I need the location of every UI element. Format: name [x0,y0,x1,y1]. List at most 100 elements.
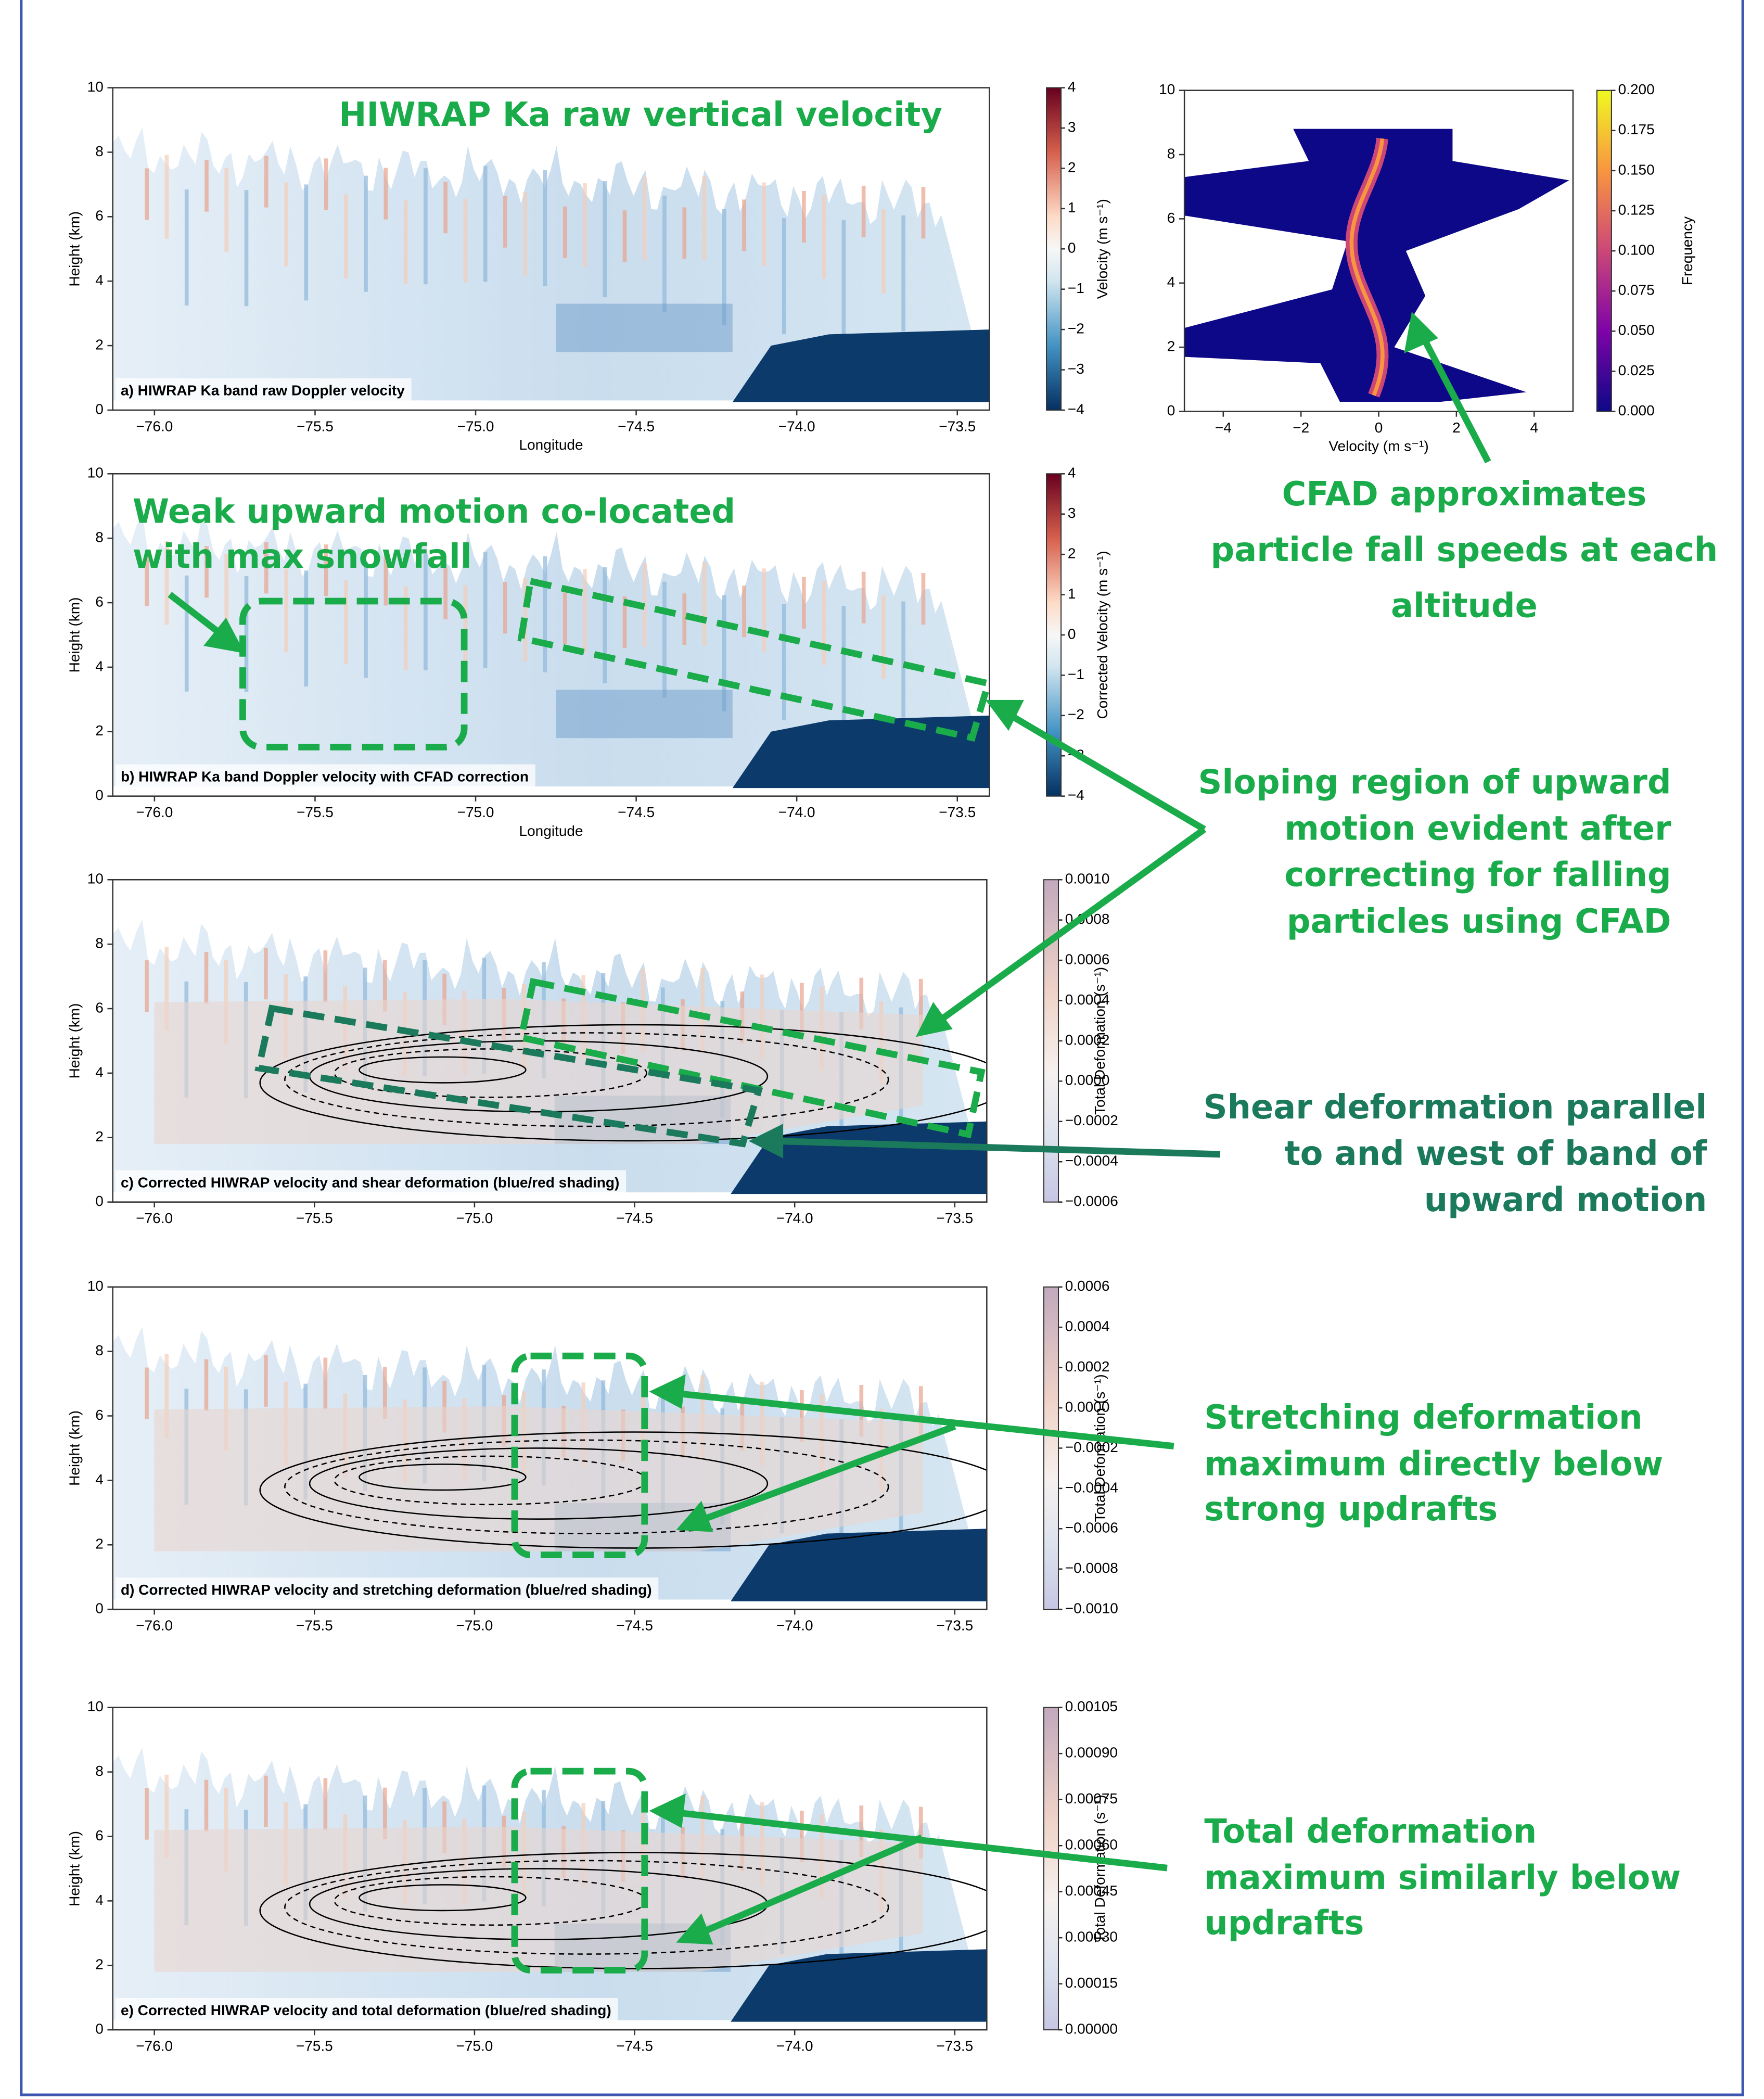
arrow [774,1138,1221,1158]
colorbar-tick-label: −1 [1068,666,1084,682]
x-tick-label: −74.0 [776,2038,813,2054]
echo-streak [822,580,826,665]
plot-area [1184,129,1569,402]
axes-frame [112,879,988,1203]
x-tick-label: −75.0 [456,2038,493,2054]
echo-streak [204,160,209,212]
y-tick-label: 0 [95,2021,104,2037]
echo-streak [881,209,886,294]
echo-streak [918,1386,923,1438]
echo-streak [642,176,647,261]
echo-streak [841,220,846,336]
x-tick-label: −73.5 [939,418,976,434]
colorbar-tick-label: −0.0004 [1065,1153,1118,1169]
panel-label-bg [115,378,412,404]
echo-streak [382,960,387,1012]
x-tick-label: −75.0 [457,418,494,434]
dashed-box [239,597,468,750]
echo-streak [782,218,786,335]
colorbar-tick-label: 2 [1068,545,1076,562]
x-tick-label: −73.5 [939,804,976,820]
echo-streak [324,544,328,596]
y-tick-label: 4 [95,1892,104,1908]
echo-streak [224,554,229,638]
x-tick-label: −75.5 [296,1618,333,1634]
echo-streak [424,554,428,670]
annotation: with max snowfall [133,538,472,576]
colorbar-tick-label: 0.00045 [1065,1882,1118,1899]
annotation: Stretching deformation [1204,1398,1642,1437]
surface-echo [732,715,990,788]
x-tick-label: −75.5 [296,2038,333,2054]
x-tick-label: −75.5 [297,804,334,820]
echo-streak [722,595,726,711]
contour [284,1032,889,1127]
x-tick-label: −74.0 [776,1618,813,1634]
plot-area [112,919,987,1194]
annotation: upward motion [1424,1181,1707,1219]
callouts [168,311,1491,1974]
colorbar-tick-label: −2 [1068,321,1084,337]
colorbar-tick-label: −0.0010 [1065,1600,1118,1617]
echo-streak [164,1774,169,1859]
panel-label: d) Corrected HIWRAP velocity and stretch… [121,1582,652,1598]
arrow-head [203,617,245,654]
echo-streak [901,601,906,718]
echo-streak [463,199,468,283]
x-tick-label: −2 [1293,419,1309,436]
arrows [168,311,1491,1945]
colorbar-tick-label: −0.0002 [1065,1112,1118,1128]
colorbar-tick-label: 0.100 [1618,241,1655,258]
echo-streak [603,181,607,298]
echo-streak [145,960,149,1012]
y-tick-label: 2 [1167,338,1175,354]
plot-area [112,1747,987,2022]
colorbar-tick-label: 0.125 [1618,201,1655,218]
axes-frame [112,1707,988,2031]
colorbar-tick-label: 0.175 [1618,121,1655,137]
echo-streak [244,576,249,692]
echo-streak [483,552,488,668]
x-tick-label: −74.5 [618,804,655,820]
colorbar [1043,1286,1059,1610]
y-tick-label: 8 [95,1342,104,1358]
echo-streak [463,584,468,669]
colorbar-tick-label: 1 [1068,586,1076,602]
panel-label: c) Corrected HIWRAP velocity and shear d… [121,1174,619,1190]
echo-streak [881,595,886,680]
echo-streak [184,189,189,306]
y-tick-label: 2 [95,1956,104,1973]
plot-area [112,1327,987,1601]
y-tick-label: 8 [95,935,104,951]
colorbar-tick-label: −3 [1068,361,1084,377]
colorbar-tick-label: 0.0006 [1065,1278,1110,1294]
dashed-box [254,1004,763,1148]
y-tick-label: 6 [95,1407,104,1423]
contour [284,1860,889,1955]
surface-echo [731,1949,987,2022]
x-tick-label: −76.0 [136,1210,173,1226]
x-tick-label: −76.0 [136,1618,173,1634]
echo-streak [722,209,726,325]
arrow-head [748,1124,784,1159]
x-tick-label: −73.5 [936,1618,973,1634]
colorbar-tick-label: 4 [1068,79,1076,95]
echo-streak [859,977,864,1029]
echo-streak [503,196,507,248]
echo-streak [323,1778,328,1830]
echo-streak [543,556,547,672]
panel-label-bg [115,764,535,790]
arrow-head [915,1002,953,1037]
arrow-head [985,699,1024,731]
echo-streak [563,592,567,644]
panel-label-bg [115,1170,627,1195]
x-tick-label: −75.5 [296,1210,333,1226]
colorbar-tick-label: 0.0000 [1065,1398,1110,1415]
echo-streak [324,158,328,210]
x-axis-label: Longitude [519,437,583,453]
echo-streak [742,199,746,251]
y-axis-label: Height (km) [67,211,83,287]
colorbar-tick-label: −0.0006 [1065,1193,1118,1209]
arrow-head [676,1913,713,1945]
colorbar-tick-label: −0.0004 [1065,1479,1118,1495]
